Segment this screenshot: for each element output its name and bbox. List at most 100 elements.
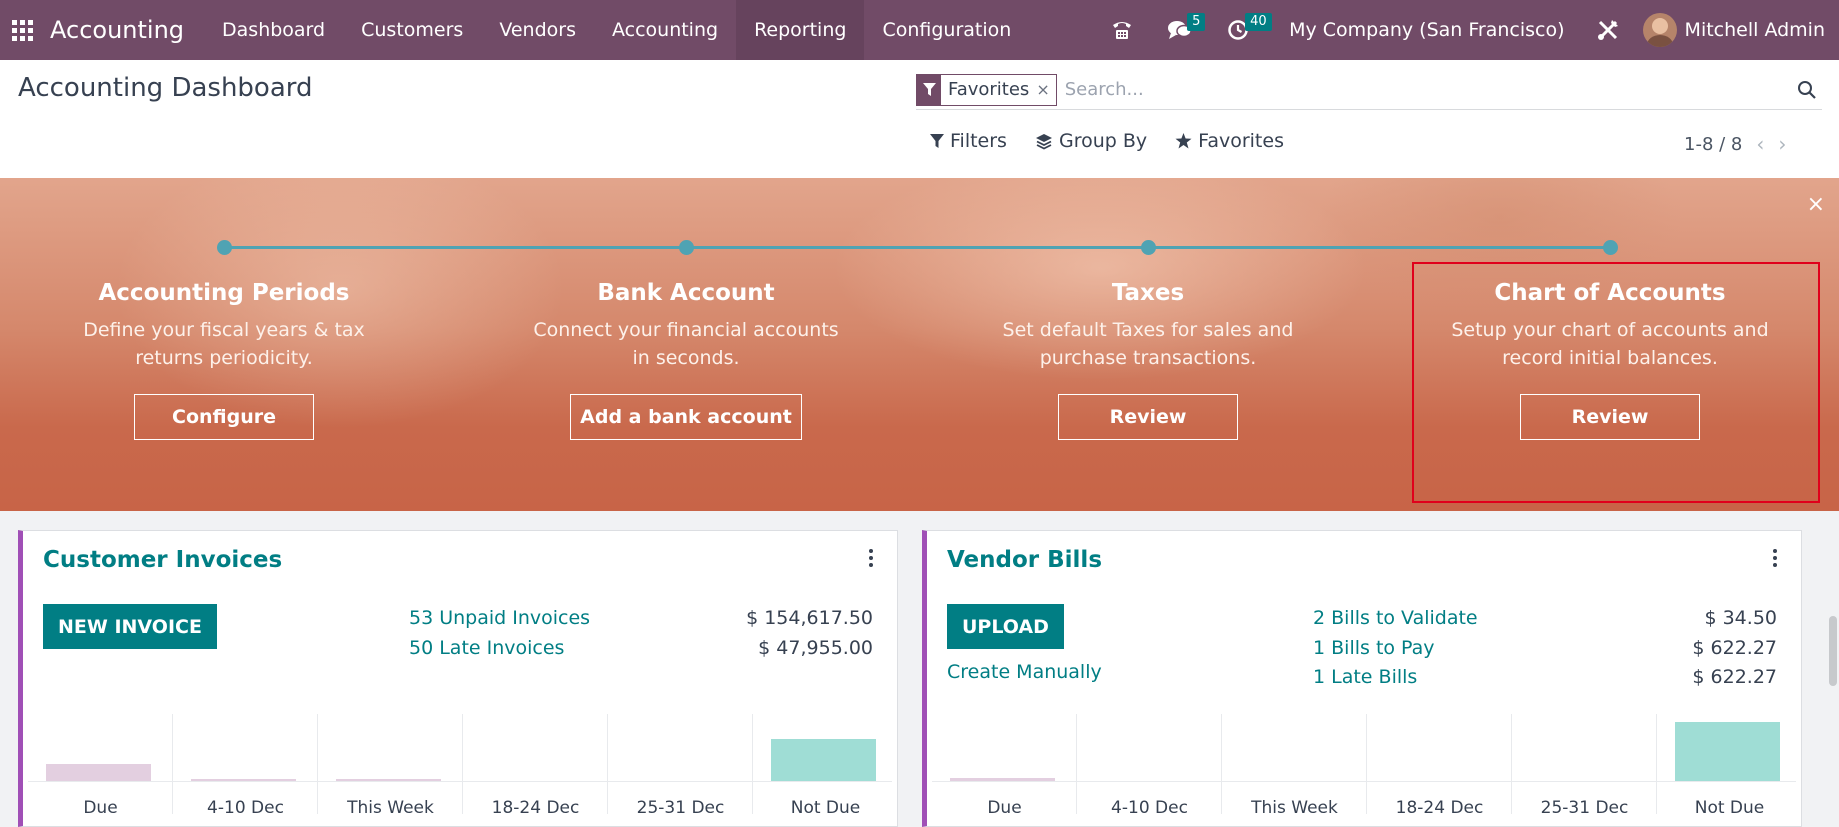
pager-value[interactable]: 1-8 / 8 bbox=[1684, 133, 1743, 155]
graph-baseline bbox=[28, 781, 892, 782]
phone-icon[interactable] bbox=[1093, 0, 1151, 60]
pager-previous-icon[interactable]: ‹ bbox=[1756, 132, 1765, 156]
step-dot bbox=[1141, 240, 1156, 255]
review-chart-of-accounts-button[interactable]: Review bbox=[1520, 394, 1700, 440]
messages-icon[interactable]: 5 bbox=[1151, 0, 1209, 60]
menu-customers[interactable]: Customers bbox=[361, 19, 464, 41]
graph-bar[interactable] bbox=[950, 778, 1055, 781]
main-menu: Dashboard Customers Vendors Accounting R… bbox=[204, 0, 1029, 60]
facet-remove-icon[interactable]: × bbox=[1036, 80, 1050, 99]
activity-clock-icon[interactable]: 40 bbox=[1209, 0, 1272, 60]
activities-badge: 40 bbox=[1245, 13, 1272, 31]
menu-reporting[interactable]: Reporting bbox=[736, 0, 865, 60]
debug-tools-icon[interactable] bbox=[1583, 18, 1633, 42]
step-title: Bank Account bbox=[597, 280, 775, 306]
company-switcher[interactable]: My Company (San Francisco) bbox=[1289, 19, 1565, 41]
graph-bar[interactable] bbox=[1675, 722, 1780, 781]
star-icon bbox=[1175, 133, 1192, 149]
step-title: Taxes bbox=[1111, 280, 1185, 306]
graph-column bbox=[173, 714, 318, 814]
messages-badge: 5 bbox=[1187, 13, 1206, 31]
facet-label: Favorites bbox=[948, 79, 1030, 100]
invoices-aging-graph[interactable]: Due 4-10 Dec This Week 18-24 Dec 25-31 Dec No… bbox=[28, 714, 892, 818]
graph-bar[interactable] bbox=[191, 779, 296, 781]
graph-column bbox=[28, 714, 173, 814]
onboarding-panel: × Accounting Periods Define your fiscal … bbox=[0, 178, 1839, 511]
pager: 1-8 / 8 ‹ › bbox=[1684, 132, 1786, 156]
favorites-label: Favorites bbox=[1198, 130, 1284, 152]
card-title[interactable]: Vendor Bills bbox=[947, 547, 1103, 573]
graph-column bbox=[1222, 714, 1367, 814]
create-manually-link[interactable]: Create Manually bbox=[947, 661, 1102, 683]
apps-menu-icon[interactable] bbox=[0, 0, 44, 60]
menu-dashboard[interactable]: Dashboard bbox=[222, 19, 326, 41]
graph-column bbox=[463, 714, 608, 814]
unpaid-invoices-link[interactable]: 53 Unpaid Invoices bbox=[409, 607, 591, 629]
kebab-menu-icon[interactable] bbox=[1773, 549, 1779, 570]
graph-label: Due bbox=[83, 798, 118, 818]
page-title: Accounting Dashboard bbox=[18, 73, 313, 103]
graph-label: Due bbox=[987, 798, 1022, 818]
filter-icon bbox=[930, 133, 944, 148]
bills-aging-graph[interactable]: Due 4-10 Dec This Week 18-24 Dec 25-31 Dec No… bbox=[932, 714, 1796, 818]
control-panel: Accounting Dashboard Favorites × Filters… bbox=[0, 60, 1839, 178]
user-avatar[interactable] bbox=[1642, 13, 1677, 47]
graph-bar[interactable] bbox=[336, 779, 441, 781]
favorites-button[interactable]: Favorites bbox=[1175, 130, 1284, 152]
late-invoices-link[interactable]: 50 Late Invoices bbox=[409, 637, 565, 659]
add-bank-account-button[interactable]: Add a bank account bbox=[570, 394, 802, 440]
bills-to-pay-link[interactable]: 1 Bills to Pay bbox=[1313, 637, 1435, 659]
graph-label: Not Due bbox=[1694, 798, 1765, 818]
progress-line bbox=[686, 246, 1148, 249]
group-by-label: Group By bbox=[1058, 130, 1148, 152]
graph-label: Not Due bbox=[790, 798, 861, 818]
pager-next-icon[interactable]: › bbox=[1778, 132, 1787, 156]
layers-icon bbox=[1035, 133, 1052, 150]
new-invoice-button[interactable]: NEW INVOICE bbox=[43, 604, 217, 649]
step-dot bbox=[1603, 240, 1618, 255]
search-facet: Favorites × bbox=[916, 73, 1057, 106]
search-input[interactable] bbox=[1064, 79, 1792, 100]
late-invoices-amount: $ 47,955.00 bbox=[758, 637, 873, 659]
graph-column bbox=[1512, 714, 1657, 814]
scrollbar-thumb[interactable] bbox=[1829, 616, 1837, 686]
graph-label: 18-24 Dec bbox=[491, 798, 580, 818]
step-accounting-periods: Accounting Periods Define your fiscal ye… bbox=[14, 280, 434, 372]
close-onboarding-icon[interactable]: × bbox=[1806, 192, 1825, 217]
progress-line bbox=[1148, 246, 1610, 249]
step-bank-account: Bank Account Connect your financial acco… bbox=[476, 280, 896, 372]
graph-baseline bbox=[932, 781, 1796, 782]
search-icon[interactable] bbox=[1792, 80, 1822, 100]
bills-to-validate-link[interactable]: 2 Bills to Validate bbox=[1313, 607, 1478, 629]
late-bills-link[interactable]: 1 Late Bills bbox=[1313, 666, 1418, 688]
graph-label: 4-10 Dec bbox=[207, 798, 284, 818]
step-description: Setup your chart of accounts and record … bbox=[1451, 319, 1769, 369]
upload-button[interactable]: UPLOAD bbox=[947, 604, 1064, 649]
app-title[interactable]: Accounting bbox=[50, 16, 185, 44]
kebab-menu-icon[interactable] bbox=[869, 549, 875, 570]
review-taxes-button[interactable]: Review bbox=[1058, 394, 1238, 440]
graph-column bbox=[1367, 714, 1512, 814]
step-description: Define your fiscal years & tax returns p… bbox=[83, 319, 365, 369]
customer-invoices-card: Customer Invoices NEW INVOICE 53 Unpaid … bbox=[18, 530, 898, 827]
step-description: Connect your financial accounts in secon… bbox=[533, 319, 839, 369]
bills-to-pay-amount: $ 622.27 bbox=[1692, 637, 1777, 659]
menu-vendors[interactable]: Vendors bbox=[499, 19, 576, 41]
card-title[interactable]: Customer Invoices bbox=[43, 547, 283, 573]
filters-button[interactable]: Filters bbox=[930, 130, 1007, 152]
menu-accounting[interactable]: Accounting bbox=[611, 19, 719, 41]
user-name[interactable]: Mitchell Admin bbox=[1684, 19, 1825, 41]
menu-configuration[interactable]: Configuration bbox=[882, 19, 1012, 41]
group-by-button[interactable]: Group By bbox=[1035, 130, 1147, 152]
configure-button[interactable]: Configure bbox=[134, 394, 314, 440]
late-bills-amount: $ 622.27 bbox=[1692, 666, 1777, 688]
filters-label: Filters bbox=[950, 130, 1007, 152]
step-dot bbox=[679, 240, 694, 255]
graph-column bbox=[932, 714, 1077, 814]
step-taxes: Taxes Set default Taxes for sales and pu… bbox=[938, 280, 1358, 372]
filter-facet-icon bbox=[917, 74, 941, 105]
scrollbar[interactable] bbox=[1827, 511, 1839, 827]
graph-bar[interactable] bbox=[46, 764, 151, 781]
graph-label: This Week bbox=[1251, 798, 1338, 818]
graph-bar[interactable] bbox=[771, 739, 876, 781]
